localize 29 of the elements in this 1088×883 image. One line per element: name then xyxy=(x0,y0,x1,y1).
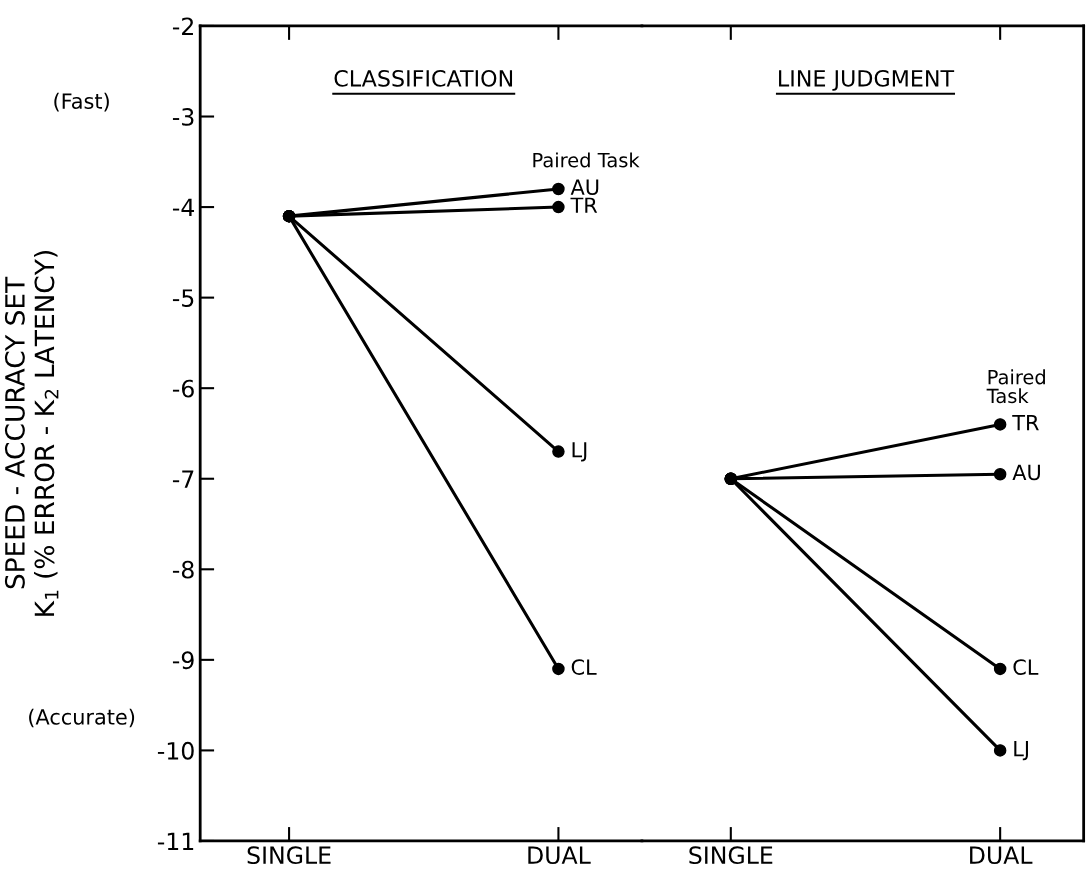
y-tick-label: -4 xyxy=(172,198,195,217)
series-label: LJ xyxy=(1014,740,1028,761)
x-tick-label: DUAL xyxy=(970,846,1033,865)
series-label: AU xyxy=(1012,464,1040,481)
y-tick-label: -6 xyxy=(172,379,194,398)
series-label: LJ xyxy=(572,442,587,462)
annotation: LINE JUDGMENT xyxy=(779,69,955,91)
annotation: Paired Task xyxy=(533,152,640,168)
y-tick-label: -7 xyxy=(172,470,194,488)
text: (Accurate) xyxy=(29,708,135,728)
series-label: TR xyxy=(1012,414,1039,431)
y-tick-label: -10 xyxy=(157,741,194,760)
x-tick-label: SINGLE xyxy=(689,846,773,865)
y-tick-label: -11 xyxy=(157,832,194,850)
y-tick-label: -9 xyxy=(172,651,194,670)
y-tick-label: -5 xyxy=(172,289,194,307)
y-tick-label: -2 xyxy=(172,17,193,35)
series-label: CL xyxy=(1013,659,1039,675)
series-label: TR xyxy=(570,197,598,213)
annotation: Paired Task xyxy=(986,369,1045,404)
y-tick-label: -8 xyxy=(172,560,194,579)
series-label: AU xyxy=(570,179,599,196)
x-tick-label: SINGLE xyxy=(247,846,331,865)
series-label: CL xyxy=(571,659,597,675)
annotation: CLASSIFICATION xyxy=(334,69,513,87)
y-tick-label: -3 xyxy=(172,107,194,126)
x-tick-label: DUAL xyxy=(528,846,591,865)
y-axis-title: SPEED - ACCURACY SET K$_{1}$ (% ERROR - K$_{2}$ LATENCY) xyxy=(4,251,59,616)
text: (Fast) xyxy=(54,92,109,112)
